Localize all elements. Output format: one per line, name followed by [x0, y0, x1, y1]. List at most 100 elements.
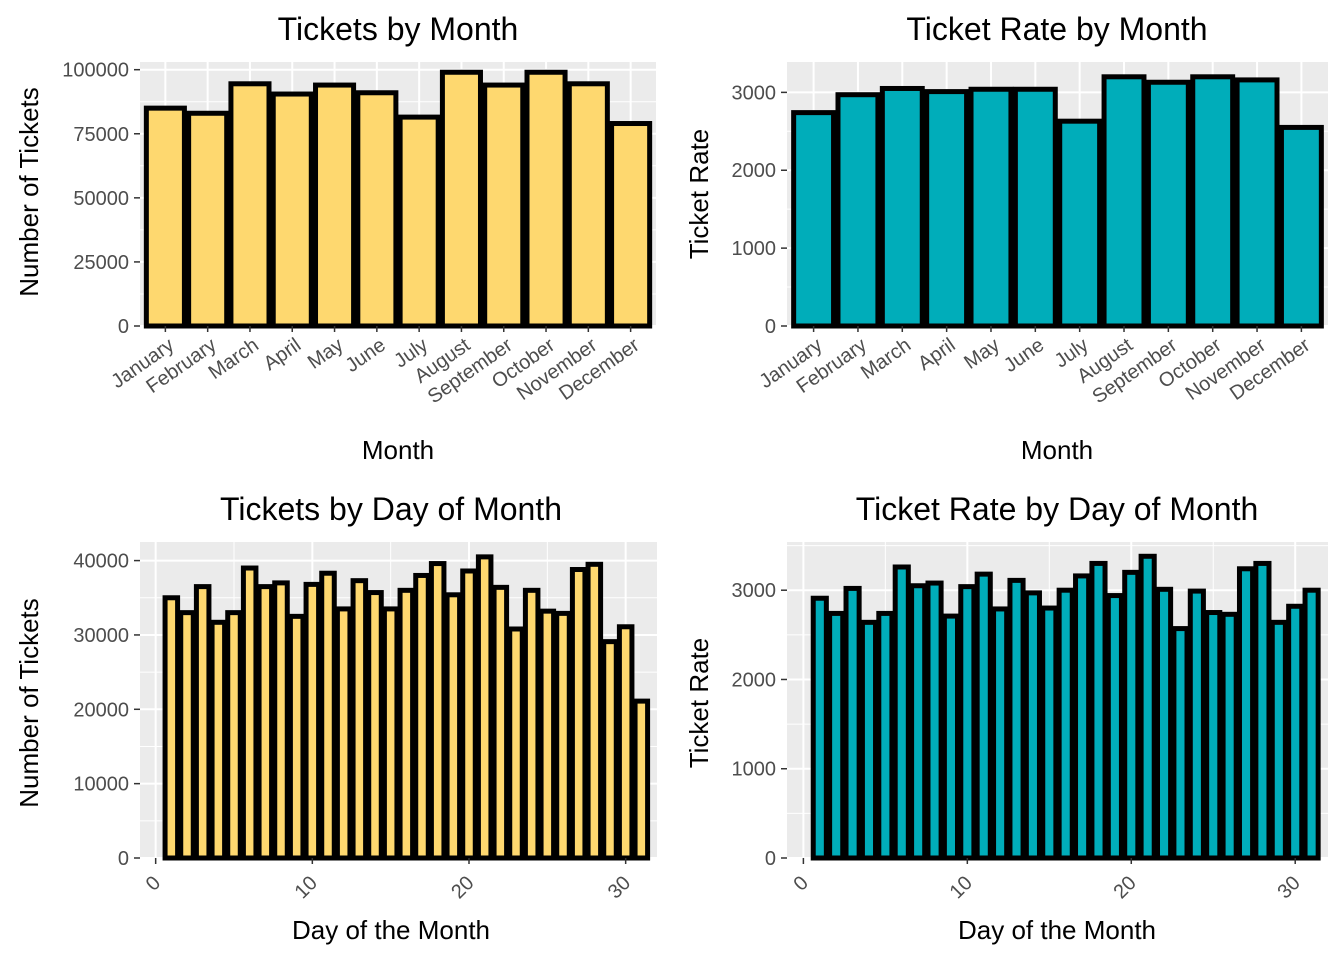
bar: [1138, 553, 1157, 861]
x-tick-label: 30: [604, 872, 635, 903]
y-tick-label: 0: [118, 316, 129, 338]
chart-ticket-rate-by-day: Ticket Rate by Day of Month Ticket Rate …: [684, 491, 1328, 945]
bar: [968, 86, 1014, 329]
chart-title: Ticket Rate by Day of Month: [856, 491, 1259, 527]
bar: [941, 613, 960, 861]
bars: [791, 74, 1324, 329]
bar: [475, 554, 494, 861]
bar: [413, 572, 431, 861]
bar: [256, 584, 275, 861]
bar: [958, 584, 977, 861]
bar: [1171, 626, 1190, 861]
y-axis-label: Number of Tickets: [14, 598, 44, 808]
y-tick-label: 3000: [732, 580, 777, 602]
bar: [843, 585, 862, 861]
bar: [491, 584, 510, 861]
x-tick-label: May: [960, 334, 1004, 374]
bar: [1056, 587, 1075, 861]
bar: [924, 89, 970, 329]
x-axis-ticks: 0 10 20 30: [790, 858, 1305, 903]
x-tick-label: April: [914, 334, 959, 375]
bar: [892, 564, 911, 861]
chart-title: Ticket Rate by Month: [906, 11, 1207, 47]
x-tick-label: 20: [1110, 872, 1141, 903]
x-axis-label: Day of the Month: [958, 915, 1156, 945]
chart-title: Tickets by Day of Month: [220, 491, 562, 527]
bars: [810, 553, 1321, 861]
x-tick-label: April: [260, 334, 305, 375]
bar: [522, 587, 541, 861]
bar: [287, 613, 306, 861]
bar: [1105, 593, 1124, 861]
bar: [270, 91, 314, 329]
bar: [601, 639, 619, 861]
bar: [1089, 560, 1108, 861]
y-tick-label: 0: [765, 848, 776, 870]
bar: [909, 583, 928, 861]
bar: [1204, 610, 1223, 861]
bar: [569, 567, 588, 861]
x-tick-label: June: [1000, 334, 1048, 377]
bar: [428, 561, 447, 861]
bar: [334, 606, 353, 861]
x-tick-label: 0: [142, 872, 165, 895]
bar: [272, 580, 290, 861]
y-tick-label: 100000: [62, 60, 129, 82]
bar: [350, 578, 369, 861]
bar: [879, 85, 925, 329]
bar: [482, 82, 526, 329]
bar: [1101, 74, 1147, 329]
bar: [186, 110, 230, 329]
bar: [1023, 590, 1042, 861]
y-tick-label: 2000: [732, 669, 777, 691]
bar: [991, 606, 1010, 861]
x-axis-label: Month: [362, 435, 434, 465]
bar: [925, 580, 944, 861]
x-tick-label: 0: [790, 872, 813, 895]
bar: [1278, 124, 1324, 329]
chart-title: Tickets by Month: [278, 11, 519, 47]
bar: [366, 590, 384, 861]
bar: [616, 624, 635, 861]
bar: [538, 608, 557, 861]
bar: [1012, 86, 1058, 329]
bar: [566, 81, 610, 329]
x-tick-label: 10: [291, 872, 322, 903]
bar: [193, 584, 212, 861]
bar: [303, 581, 322, 861]
bars: [143, 69, 653, 329]
bar: [1057, 118, 1103, 329]
y-tick-label: 40000: [73, 551, 129, 573]
y-axis-ticks: 0 1000 2000 3000: [732, 82, 787, 338]
bar: [554, 610, 572, 861]
y-axis-ticks: 0 10000 20000 30000 40000: [73, 551, 140, 870]
y-axis-ticks: 0 1000 2000 3000: [732, 580, 787, 870]
y-axis-label: Ticket Rate: [684, 129, 714, 260]
bar: [1190, 74, 1236, 329]
bar: [460, 568, 478, 861]
y-tick-label: 50000: [73, 188, 129, 210]
bar: [1286, 603, 1305, 861]
x-tick-label: March: [205, 334, 263, 384]
bar: [225, 610, 243, 861]
y-axis-label: Ticket Rate: [684, 638, 714, 769]
bar: [444, 592, 463, 861]
bar: [381, 606, 400, 861]
bar: [632, 698, 651, 861]
chart-tickets-by-day: Tickets by Day of Month Number of Ticket…: [14, 491, 657, 945]
chart-tickets-by-month: Tickets by Month Number of Tickets Month…: [14, 11, 656, 465]
x-axis-ticks: 0 10 20 30: [142, 858, 635, 903]
bar: [1220, 611, 1239, 861]
bar: [1145, 79, 1191, 329]
y-tick-label: 0: [118, 848, 129, 870]
bar: [228, 81, 272, 329]
bar: [791, 110, 837, 329]
x-tick-label: June: [342, 334, 390, 377]
bar: [876, 610, 895, 861]
y-tick-label: 20000: [73, 699, 129, 721]
bar: [810, 595, 829, 861]
bar: [397, 114, 441, 329]
bar: [827, 610, 846, 861]
